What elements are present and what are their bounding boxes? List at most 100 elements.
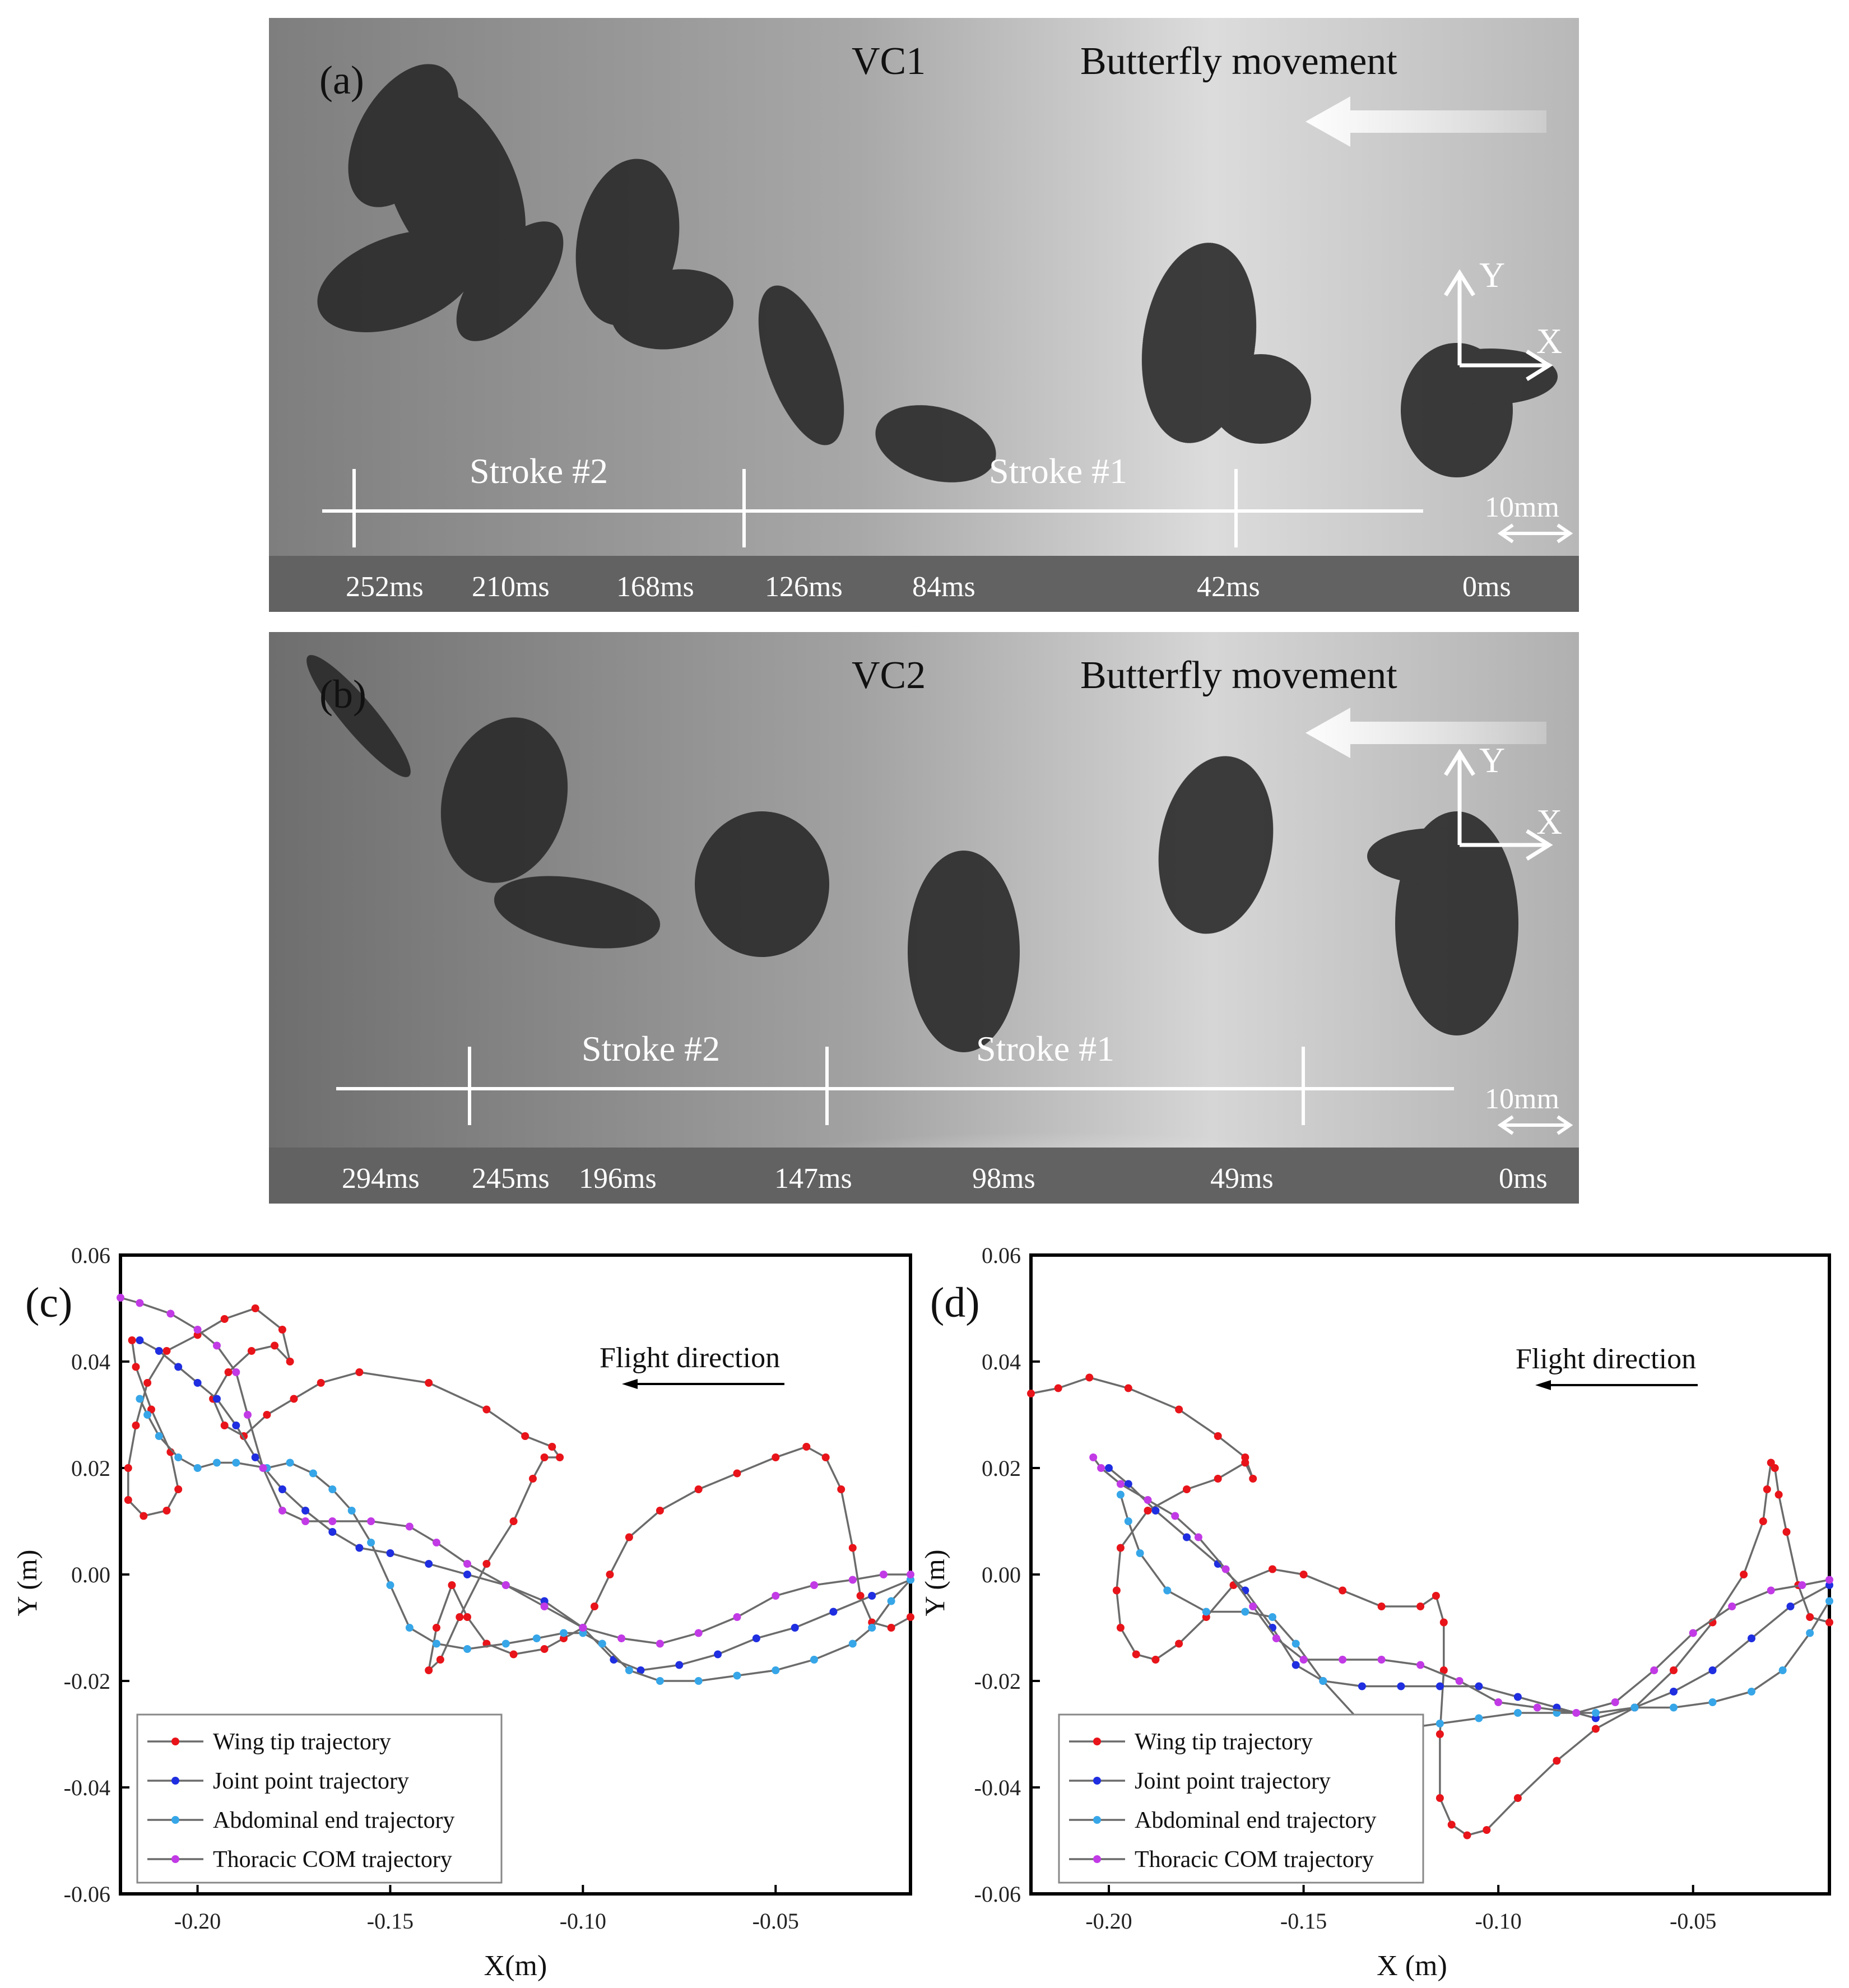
time-label: 196ms	[579, 1163, 657, 1195]
data-point	[328, 1528, 337, 1536]
data-point	[347, 1507, 356, 1515]
data-point	[271, 1341, 279, 1350]
data-point	[1269, 1565, 1276, 1573]
data-point	[1806, 1629, 1814, 1637]
data-point	[328, 1517, 337, 1525]
data-point	[162, 1347, 171, 1355]
photo-panel-a-svg: (a) VC1 Butterfly movement Y X Stroke #2…	[269, 18, 1579, 612]
data-point	[617, 1634, 626, 1642]
stroke-1-label: Stroke #1	[989, 451, 1127, 491]
data-point	[560, 1629, 568, 1637]
y-tick-label: 0.00	[982, 1562, 1021, 1587]
data-point	[1670, 1688, 1678, 1696]
data-point	[463, 1560, 471, 1568]
data-point	[1798, 1581, 1806, 1589]
movement-arrow-icon	[1306, 708, 1546, 758]
data-point	[1183, 1533, 1191, 1541]
axis-y-label: Y	[1479, 740, 1505, 780]
data-point	[848, 1576, 857, 1584]
data-point	[136, 1336, 144, 1344]
data-point	[132, 1363, 140, 1371]
data-point	[1116, 1480, 1125, 1488]
data-point	[887, 1624, 895, 1632]
photo-panel-b-svg: (b) VC2 Butterfly movement Y X Stroke #2…	[269, 632, 1579, 1204]
data-point	[1183, 1485, 1191, 1493]
y-tick-label: -0.02	[974, 1669, 1021, 1694]
data-point	[548, 1443, 556, 1451]
data-point	[772, 1666, 780, 1674]
data-point	[278, 1507, 286, 1515]
data-point	[848, 1544, 857, 1552]
data-point	[772, 1592, 780, 1600]
data-point	[1763, 1485, 1771, 1493]
data-point	[821, 1453, 830, 1461]
axis-x-label: X	[1536, 802, 1562, 842]
movement-label: Butterfly movement	[1080, 654, 1397, 697]
data-point	[1439, 1618, 1448, 1627]
photo-panel-a: (a) VC1 Butterfly movement Y X Stroke #2…	[269, 18, 1579, 612]
data-point	[1054, 1384, 1062, 1392]
data-point	[1782, 1528, 1791, 1536]
data-point	[1825, 1576, 1833, 1584]
data-point	[656, 1677, 664, 1685]
data-point	[1416, 1661, 1425, 1669]
data-point	[1513, 1709, 1522, 1717]
data-point	[733, 1613, 741, 1621]
series-thoracic-com-trajectory	[1089, 1453, 1833, 1717]
data-point	[509, 1517, 518, 1525]
legend-label: Joint point trajectory	[213, 1768, 409, 1794]
data-point	[136, 1299, 144, 1307]
data-point	[433, 1624, 440, 1632]
data-point	[1494, 1698, 1503, 1706]
data-point	[1650, 1666, 1658, 1674]
y-tick-label: 0.00	[71, 1562, 110, 1587]
data-point	[1435, 1794, 1444, 1802]
data-point	[1124, 1517, 1132, 1525]
data-point	[425, 1666, 433, 1674]
data-point	[1132, 1650, 1140, 1659]
data-point	[247, 1347, 255, 1355]
legend-label: Wing tip trajectory	[213, 1729, 391, 1755]
x-tick-label: -0.20	[174, 1908, 221, 1934]
data-point	[802, 1443, 811, 1451]
arrowhead-icon	[1535, 1380, 1551, 1390]
movement-label: Butterfly movement	[1080, 40, 1397, 83]
data-point	[810, 1656, 818, 1664]
time-label: 84ms	[912, 571, 975, 603]
panel-label-b: (b)	[319, 672, 366, 717]
data-point	[1553, 1757, 1561, 1765]
data-point	[733, 1671, 741, 1680]
data-point	[1377, 1603, 1386, 1610]
data-point	[259, 1464, 267, 1472]
data-point	[1513, 1794, 1522, 1802]
data-point	[174, 1453, 183, 1461]
data-point	[355, 1368, 364, 1376]
data-point	[224, 1368, 233, 1376]
data-point	[868, 1592, 876, 1600]
data-point	[290, 1395, 298, 1403]
data-point	[1455, 1677, 1464, 1685]
data-point	[193, 1326, 202, 1334]
data-point	[232, 1422, 240, 1429]
series-line	[120, 1297, 910, 1645]
data-point	[1299, 1656, 1308, 1664]
data-point	[1630, 1703, 1639, 1712]
data-point	[232, 1459, 240, 1467]
series-abdominal-end-trajectory	[1116, 1490, 1833, 1733]
data-point	[1740, 1571, 1748, 1578]
arrowhead-icon	[622, 1379, 638, 1389]
data-point	[463, 1645, 471, 1653]
data-point	[1291, 1639, 1300, 1648]
data-point	[1194, 1533, 1202, 1541]
data-point	[386, 1581, 394, 1589]
data-point	[436, 1656, 444, 1664]
data-point	[1027, 1390, 1035, 1397]
data-point	[301, 1517, 310, 1525]
data-point	[1774, 1490, 1783, 1499]
data-point	[556, 1453, 564, 1461]
legend-marker	[171, 1855, 179, 1863]
time-label: 168ms	[616, 571, 694, 603]
stroke-2-label: Stroke #2	[582, 1029, 720, 1069]
data-point	[482, 1560, 491, 1568]
data-point	[155, 1347, 163, 1355]
